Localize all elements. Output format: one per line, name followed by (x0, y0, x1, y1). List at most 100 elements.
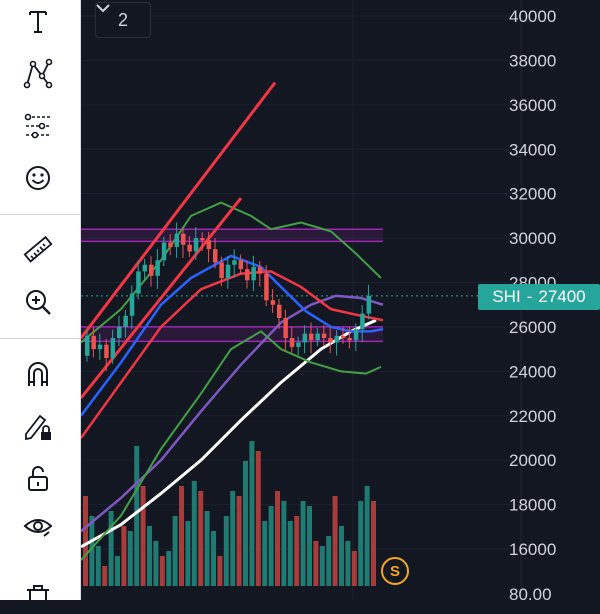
price-axis-label: 26000 (509, 318, 556, 337)
split-event-badge[interactable]: S (381, 557, 409, 585)
bollinger-lower (81, 330, 382, 561)
candle-body (289, 338, 295, 347)
candle-body (232, 260, 237, 265)
volume-bar (83, 496, 88, 586)
eye-icon (23, 519, 53, 537)
pattern-tool-button[interactable] (10, 54, 66, 94)
collapse-indicators-button[interactable]: 2 (95, 2, 151, 38)
candle-body (302, 333, 308, 343)
candle-body (149, 264, 154, 276)
candle-body (238, 260, 244, 270)
forecast-tool-button[interactable] (10, 106, 66, 146)
candle-body (341, 335, 346, 339)
volume-bar (95, 546, 101, 586)
volume-bar (140, 486, 146, 586)
volume-bar (255, 451, 261, 586)
zoom-in-icon (26, 290, 51, 315)
candle-body (91, 335, 96, 350)
volume-bar (179, 486, 184, 586)
magnet-tool-button[interactable] (10, 354, 66, 394)
last-price-value: 27400 (538, 287, 586, 306)
chart-area[interactable]: 40000 38000 36000 34000 32000 30000 28000 26000… (81, 0, 600, 600)
lock-drawing-tool-button[interactable] (10, 406, 66, 446)
support-resistance-zone (81, 326, 383, 342)
text-tool-button[interactable] (10, 2, 66, 42)
price-axis-label: 34000 (509, 140, 556, 159)
ruler-tool-button[interactable] (10, 230, 66, 270)
volume-bar (217, 556, 223, 586)
trend-lines (81, 81, 277, 399)
price-axis-label: 22000 (509, 407, 556, 426)
pattern-icon (23, 58, 53, 89)
candle-body (347, 338, 352, 341)
trash-tool-button[interactable] (10, 574, 66, 614)
volume-bar (127, 531, 133, 586)
smiley-icon (26, 166, 50, 190)
price-axis-label: 24000 (509, 362, 556, 381)
candle-body (328, 338, 333, 343)
candle-body (104, 344, 109, 359)
volume-bar (185, 521, 191, 586)
volume-bar (121, 526, 127, 586)
volume-bar (204, 511, 210, 586)
price-axis-label: 30000 (509, 229, 556, 248)
volume-bar (191, 481, 197, 586)
candle-body (181, 233, 186, 245)
price-axis-label: 80.00 (509, 585, 552, 600)
price-axis-label: 38000 (509, 51, 556, 70)
indicator-count: 2 (117, 9, 128, 30)
ruler-icon (23, 235, 53, 263)
pencil-lock-icon (25, 414, 51, 441)
candle-body (187, 244, 192, 252)
moving-average-red (81, 270, 384, 439)
candle-body (360, 313, 365, 330)
volume-bar (262, 521, 268, 586)
candle-body (85, 335, 90, 356)
candle-body (334, 335, 340, 343)
volume-bar (268, 506, 274, 586)
candle-body (161, 242, 167, 261)
volume-bar (108, 511, 114, 586)
last-price-tag: SHI - 27400 (478, 284, 600, 310)
unlock-tool-button[interactable] (10, 458, 66, 498)
volume-bar (166, 551, 172, 586)
candle-body (219, 262, 224, 279)
volume-bar (102, 566, 108, 586)
candle-body (168, 242, 173, 247)
volume-bar (319, 546, 325, 586)
candle-body (193, 238, 199, 252)
price-axis-label: 16000 (509, 540, 556, 559)
volume-bar (236, 496, 242, 586)
volume-bar (223, 516, 229, 586)
volume-bar (345, 541, 351, 586)
zoom-tool-button[interactable] (10, 282, 66, 322)
text-icon (29, 11, 47, 33)
bollinger-upper (81, 201, 382, 344)
unlock-icon (28, 466, 48, 491)
candle-body (257, 266, 263, 274)
emoji-tool-button[interactable] (10, 158, 66, 198)
candlesticks (85, 222, 372, 372)
candle-body (129, 293, 135, 316)
volume-bar (198, 491, 204, 586)
volume-bars (83, 441, 376, 586)
volume-bar (230, 491, 236, 586)
volume-bar (249, 441, 255, 586)
candle-body (315, 333, 320, 341)
price-chart[interactable]: 4000038000360003400032000300002800026000… (81, 0, 600, 600)
candle-body (296, 342, 301, 347)
moving-averages (81, 201, 384, 561)
candle-body (321, 333, 327, 339)
candle-body (270, 300, 276, 305)
volume-bar (275, 491, 280, 586)
forecast-icon (24, 113, 50, 139)
trend-line (81, 81, 277, 339)
volume-bar (159, 556, 165, 586)
symbol-label: SHI (492, 287, 521, 306)
volume-bar (351, 551, 357, 586)
candle-body (200, 238, 205, 241)
hide-tool-button[interactable] (10, 506, 66, 546)
volume-bar (211, 531, 216, 586)
drawing-toolbar (0, 0, 81, 607)
volume-bar (339, 526, 344, 586)
